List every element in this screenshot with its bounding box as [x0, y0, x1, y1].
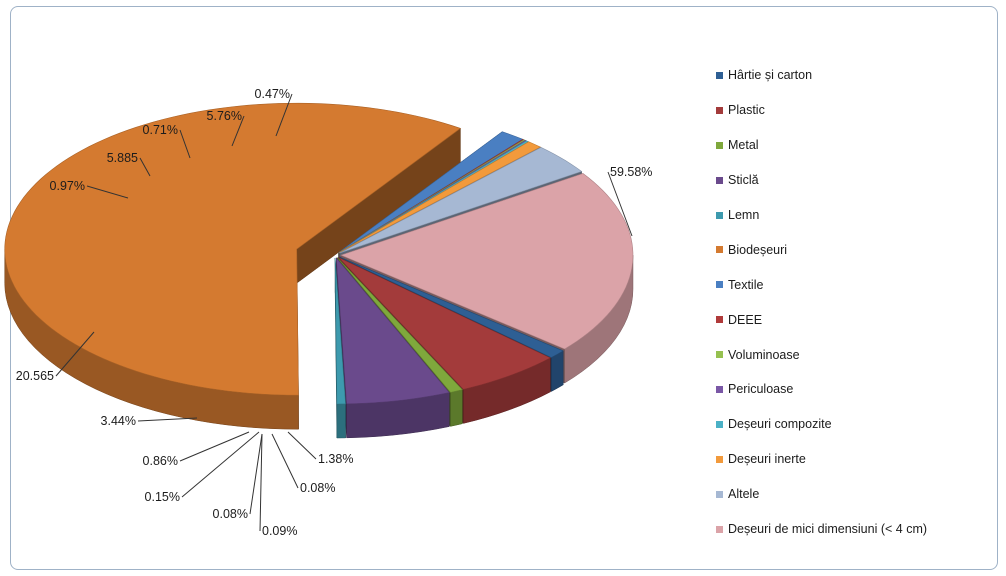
legend-label: Hârtie și carton	[728, 68, 813, 83]
legend-item: Lemn	[716, 198, 996, 233]
legend-item: Deșeuri de mici dimensiuni (< 4 cm)	[716, 512, 996, 547]
data-label-4: 0.47%	[255, 87, 290, 101]
legend-item: DEEE	[716, 302, 996, 337]
legend-swatch	[716, 420, 723, 428]
pie-slice-11	[338, 141, 542, 254]
leader-line-0	[86, 185, 129, 199]
legend-label: Lemn	[728, 208, 760, 222]
data-label-11: 0.86%	[143, 454, 178, 468]
legend-swatch	[716, 351, 723, 359]
legend-swatch	[716, 246, 723, 254]
leader-line-9	[249, 433, 263, 515]
legend-item: Hârtie și carton	[716, 58, 996, 93]
data-label-6: 1.38%	[318, 452, 353, 466]
legend-label: Deșeuri compozite	[728, 417, 832, 432]
leader-line-11	[179, 431, 250, 462]
legend-item: Metal	[716, 128, 996, 163]
legend-swatch	[716, 316, 723, 324]
leader-line-12	[137, 417, 198, 422]
pie-slice-5	[4, 102, 462, 396]
legend-label: Textile	[728, 277, 764, 292]
legend-item: Deșeuri compozite	[716, 407, 996, 442]
legend-swatch	[716, 141, 723, 149]
pie-slice-2	[337, 257, 463, 393]
pie-slice-12	[339, 146, 583, 254]
legend-swatch	[716, 211, 723, 219]
pie-slice-3	[335, 257, 450, 405]
legend-item: Periculoase	[716, 372, 996, 407]
leader-line-7	[271, 433, 299, 489]
leader-line-2	[179, 129, 191, 159]
legend-item: Sticlă	[716, 163, 996, 198]
leader-line-3	[231, 115, 245, 147]
leader-line-5	[607, 171, 633, 237]
legend-item: Textile	[716, 267, 996, 302]
legend-item: Voluminoase	[716, 337, 996, 372]
data-label-10: 0.15%	[145, 490, 180, 504]
leader-line-10	[181, 431, 260, 498]
legend-swatch	[716, 106, 723, 114]
data-label-7: 0.08%	[300, 481, 335, 495]
legend-label: Periculoase	[728, 382, 794, 397]
legend-label: Metal	[728, 138, 759, 153]
legend-label: Deșeuri inerte	[728, 452, 806, 467]
legend-swatch	[716, 455, 723, 463]
legend-label: Voluminoase	[728, 347, 800, 362]
pie-slice-0	[339, 256, 564, 358]
legend-swatch	[716, 71, 723, 79]
leader-line-13	[55, 331, 95, 377]
legend-label: Altele	[728, 487, 760, 502]
legend-label: Sticlă	[728, 173, 759, 188]
leader-line-6	[287, 431, 317, 460]
legend-label: Deșeuri de mici dimensiuni (< 4 cm)	[728, 522, 928, 537]
data-label-2: 0.71%	[143, 123, 178, 137]
data-label-3: 5.76%	[207, 109, 242, 123]
data-label-1: 5.885	[107, 151, 138, 165]
pie-slice-13	[340, 173, 634, 350]
data-label-12: 3.44%	[101, 414, 136, 428]
legend-swatch	[716, 281, 723, 289]
legend-swatch	[716, 385, 723, 393]
data-label-8: 0.09%	[262, 524, 297, 538]
legend-item: Plastic	[716, 93, 996, 128]
legend-label: Plastic	[728, 103, 765, 118]
pie-slice-1	[338, 257, 552, 390]
leader-line-1	[139, 157, 151, 177]
legend-item: Biodeșeuri	[716, 232, 996, 267]
chart-legend: Hârtie și carton Plastic Metal Sticlă Lemn Bi…	[716, 58, 996, 546]
legend-label: DEEE	[728, 312, 763, 327]
legend-swatch	[716, 525, 723, 533]
data-label-13: 20.565	[16, 369, 54, 383]
data-label-0: 0.97%	[50, 179, 85, 193]
legend-item: Deșeuri inerte	[716, 442, 996, 477]
legend-item: Altele	[716, 477, 996, 512]
pie-slice-4	[334, 257, 346, 405]
data-label-5: 59.58%	[610, 165, 652, 179]
data-label-9: 0.08%	[213, 507, 248, 521]
legend-label: Biodeșeuri	[728, 242, 788, 257]
leader-line-4	[275, 93, 293, 137]
leader-line-8	[259, 433, 263, 532]
legend-swatch	[716, 490, 723, 498]
legend-swatch	[716, 176, 723, 184]
pie-chart: 0.97% 5.885 0.71% 5.76% 0.47% 59.58% 1.38% 0.08…	[4, 87, 652, 538]
